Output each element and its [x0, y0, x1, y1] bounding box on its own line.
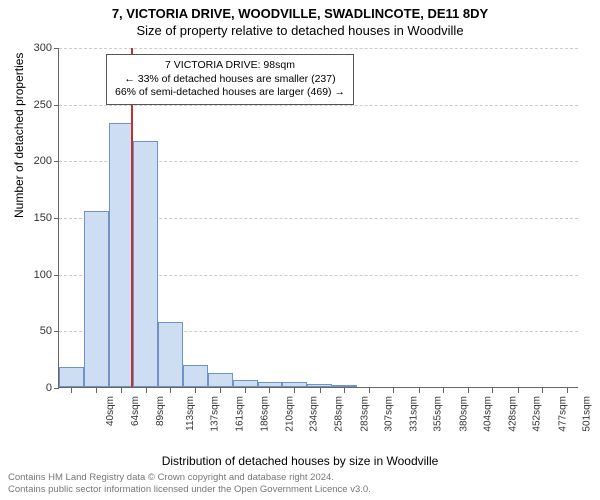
xtick-label: 283sqm [359, 396, 370, 432]
xtick-label: 380sqm [458, 396, 469, 432]
footer-line2: Contains public sector information licen… [8, 484, 371, 496]
xtick-label: 428sqm [507, 396, 518, 432]
ytick-mark [54, 48, 59, 49]
xtick-mark [96, 388, 97, 393]
ytick-label: 100 [22, 269, 52, 281]
xtick-mark [195, 388, 196, 393]
xtick-label: 113sqm [185, 396, 196, 431]
xtick-mark [419, 388, 420, 393]
xtick-mark [320, 388, 321, 393]
xtick-label: 210sqm [285, 396, 296, 432]
chart-subtitle: Size of property relative to detached ho… [0, 21, 600, 38]
xtick-label: 40sqm [105, 396, 116, 426]
ytick-mark [54, 218, 59, 219]
xtick-mark [492, 388, 493, 393]
gridline [59, 48, 578, 49]
xtick-mark [567, 388, 568, 393]
xtick-mark [245, 388, 246, 393]
y-axis-label: Number of detached properties [12, 53, 26, 218]
xtick-label: 404sqm [483, 396, 494, 432]
xtick-mark [369, 388, 370, 393]
annotation-line2: ← 33% of detached houses are smaller (23… [115, 73, 345, 87]
histogram-bar [307, 384, 332, 387]
ytick-label: 200 [22, 155, 52, 167]
xtick-mark [443, 388, 444, 393]
chart-container: 05010015020025030040sqm64sqm89sqm113sqm1… [58, 48, 578, 420]
xtick-label: 501sqm [582, 396, 593, 432]
chart-title-address: 7, VICTORIA DRIVE, WOODVILLE, SWADLINCOT… [0, 0, 600, 21]
ytick-mark [54, 161, 59, 162]
xtick-label: 307sqm [384, 396, 395, 432]
histogram-bar [183, 365, 208, 387]
histogram-bar [84, 211, 109, 387]
histogram-bar [233, 380, 258, 387]
xtick-mark [294, 388, 295, 393]
ytick-label: 300 [22, 42, 52, 54]
x-axis-label: Distribution of detached houses by size … [0, 454, 600, 468]
xtick-mark [393, 388, 394, 393]
annotation-line1: 7 VICTORIA DRIVE: 98sqm [115, 59, 345, 73]
xtick-label: 64sqm [130, 396, 141, 426]
ytick-mark [54, 331, 59, 332]
xtick-label: 161sqm [234, 396, 245, 432]
ytick-label: 150 [22, 212, 52, 224]
xtick-mark [542, 388, 543, 393]
xtick-label: 477sqm [557, 396, 568, 432]
xtick-label: 258sqm [334, 396, 345, 432]
annotation-line3: 66% of semi-detached houses are larger (… [115, 86, 345, 100]
ytick-label: 50 [22, 325, 52, 337]
xtick-label: 137sqm [210, 396, 221, 432]
xtick-label: 355sqm [433, 396, 444, 432]
histogram-bar [208, 373, 233, 387]
ytick-label: 250 [22, 99, 52, 111]
ytick-label: 0 [22, 382, 52, 394]
xtick-mark [71, 388, 72, 393]
xtick-mark [518, 388, 519, 393]
histogram-bar [282, 382, 307, 387]
xtick-label: 89sqm [155, 396, 166, 426]
ytick-mark [54, 388, 59, 389]
xtick-label: 186sqm [260, 396, 271, 432]
xtick-mark [170, 388, 171, 393]
xtick-mark [468, 388, 469, 393]
histogram-bar [133, 141, 158, 387]
histogram-bar [332, 385, 357, 387]
footer-attribution: Contains HM Land Registry data © Crown c… [8, 472, 371, 496]
histogram-bar [258, 382, 283, 387]
histogram-bar [158, 322, 183, 387]
xtick-label: 452sqm [532, 396, 543, 432]
ytick-mark [54, 105, 59, 106]
xtick-mark [121, 388, 122, 393]
xtick-label: 234sqm [309, 396, 320, 432]
ytick-mark [54, 275, 59, 276]
footer-line1: Contains HM Land Registry data © Crown c… [8, 472, 371, 484]
xtick-label: 331sqm [408, 396, 419, 432]
xtick-mark [269, 388, 270, 393]
xtick-mark [220, 388, 221, 393]
xtick-mark [344, 388, 345, 393]
xtick-mark [146, 388, 147, 393]
histogram-bar [59, 367, 84, 387]
annotation-callout: 7 VICTORIA DRIVE: 98sqm ← 33% of detache… [106, 54, 354, 105]
